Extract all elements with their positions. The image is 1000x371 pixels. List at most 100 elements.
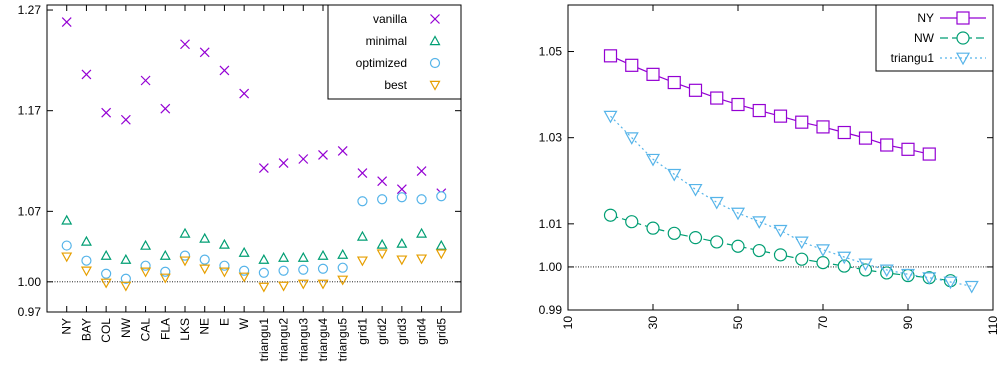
NY-point xyxy=(752,103,766,118)
triangu1-point xyxy=(730,207,746,221)
best-point xyxy=(278,281,290,292)
legend-label: optimized xyxy=(356,56,407,70)
optimized-point xyxy=(298,264,309,275)
vanilla-point xyxy=(377,176,388,187)
triangu1-point xyxy=(922,272,937,285)
vanilla-point xyxy=(219,65,230,76)
chart-right: 0.99 1.00 1.01 1.03 1.05 10 30 50 70 90 110 NY NW tri… xyxy=(539,4,1000,335)
series-NY xyxy=(603,49,936,161)
vanilla-point xyxy=(278,158,289,168)
triangu1-point xyxy=(773,224,788,238)
best-point xyxy=(337,275,349,286)
optimized-point xyxy=(101,268,112,279)
vanilla-point xyxy=(140,75,151,86)
x-tick-label: grid3 xyxy=(395,318,409,345)
y-tick-label: 0.97 xyxy=(18,305,42,319)
y-tick-label: 1.27 xyxy=(18,3,42,17)
NW-point xyxy=(795,252,809,266)
x-tick-label: NY xyxy=(60,318,74,335)
legend-box xyxy=(875,4,994,72)
x-tick-label: grid4 xyxy=(415,318,429,345)
best-point xyxy=(238,272,250,283)
NY-point xyxy=(688,83,703,97)
x-tick-label: grid2 xyxy=(375,318,389,345)
legend-NW-marker xyxy=(956,31,970,45)
optimized-point xyxy=(160,266,171,277)
y-tick-label: 1.17 xyxy=(18,104,42,118)
optimized-point xyxy=(258,267,269,278)
vanilla-point xyxy=(199,47,210,58)
NY-line xyxy=(610,55,930,155)
minimal-point xyxy=(356,230,368,241)
NW-point xyxy=(667,226,681,240)
series-best xyxy=(61,249,447,293)
minimal-point xyxy=(100,249,112,260)
y-tick-label: 1.00 xyxy=(18,275,42,289)
NY-point xyxy=(922,147,936,161)
legend-NY-marker xyxy=(956,11,970,25)
y-tick-label: 1.05 xyxy=(539,45,563,59)
best-point xyxy=(416,254,428,265)
NY-point xyxy=(710,91,724,105)
best-point xyxy=(297,279,309,290)
optimized-point xyxy=(199,254,210,265)
series-NW xyxy=(603,208,958,288)
vanilla-point xyxy=(416,166,427,177)
triangu1-point xyxy=(964,280,979,294)
NY-point xyxy=(603,49,618,63)
x-tick-label: 50 xyxy=(731,316,745,330)
NY-point xyxy=(773,109,788,123)
vanilla-point xyxy=(160,103,171,114)
triangu1-point xyxy=(709,196,724,210)
triangu1-point xyxy=(624,132,639,145)
x-tick-label: NW xyxy=(119,317,133,338)
x-tick-label: 30 xyxy=(646,316,660,330)
x-tick-label: 70 xyxy=(816,316,830,330)
triangu1-point xyxy=(794,236,809,250)
vanilla-point xyxy=(81,69,92,80)
NY-point xyxy=(667,75,681,90)
NW-point xyxy=(688,231,703,245)
best-point xyxy=(356,256,368,267)
vanilla-point xyxy=(318,150,328,160)
x-tick-label: LKS xyxy=(178,318,192,341)
x-tick-label: grid5 xyxy=(434,318,448,345)
vanilla-point xyxy=(180,39,190,50)
legend: vanilla minimal optimized best xyxy=(327,4,462,100)
minimal-point xyxy=(199,232,211,243)
x-tick-label: triangu5 xyxy=(336,318,350,362)
best-point xyxy=(317,279,329,290)
triangu1-point xyxy=(688,183,703,197)
x-tick-label: triangu4 xyxy=(316,318,330,362)
NY-point xyxy=(880,138,894,152)
optimized-point xyxy=(396,192,407,203)
x-tick-label: W xyxy=(237,317,251,329)
vanilla-point xyxy=(396,184,407,195)
vanilla-point xyxy=(120,114,131,125)
minimal-point xyxy=(218,238,230,249)
minimal-point xyxy=(376,238,388,249)
NW-point xyxy=(837,259,851,273)
triangu1-point xyxy=(645,153,661,167)
minimal-point xyxy=(297,251,309,262)
y-tick-label: 1.03 xyxy=(539,131,563,145)
vanilla-point xyxy=(357,168,368,179)
NW-point xyxy=(603,208,618,222)
legend-label: best xyxy=(384,78,407,92)
legend: NY NW triangu1 xyxy=(875,4,994,72)
minimal-point xyxy=(179,227,191,238)
triangu1-point xyxy=(752,216,767,229)
x-tick-label: NE xyxy=(198,318,212,335)
best-point xyxy=(218,267,230,278)
x-tick-label: grid1 xyxy=(355,318,369,345)
series-optimized xyxy=(61,191,447,284)
optimized-point xyxy=(337,262,348,273)
NW-point xyxy=(731,239,745,253)
x-tick-label: E xyxy=(217,318,231,326)
minimal-point xyxy=(80,235,92,246)
NW-point xyxy=(710,235,724,249)
NY-point xyxy=(816,120,830,134)
legend-optimized-marker xyxy=(429,57,441,69)
best-point xyxy=(100,278,112,289)
minimal-point xyxy=(278,251,290,262)
